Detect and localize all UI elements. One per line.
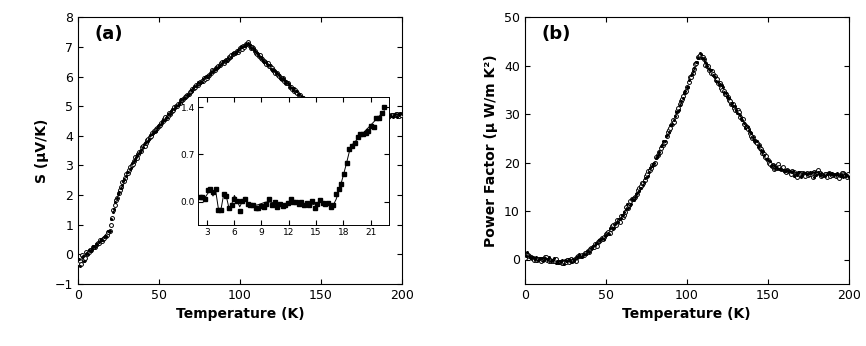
Y-axis label: S (μV/K): S (μV/K) [36, 118, 49, 183]
Y-axis label: Power Factor (μ W/m K²): Power Factor (μ W/m K²) [484, 54, 499, 247]
Text: (b): (b) [541, 25, 571, 43]
Text: (a): (a) [94, 25, 123, 43]
X-axis label: Temperature (K): Temperature (K) [623, 307, 751, 321]
X-axis label: Temperature (K): Temperature (K) [176, 307, 304, 321]
